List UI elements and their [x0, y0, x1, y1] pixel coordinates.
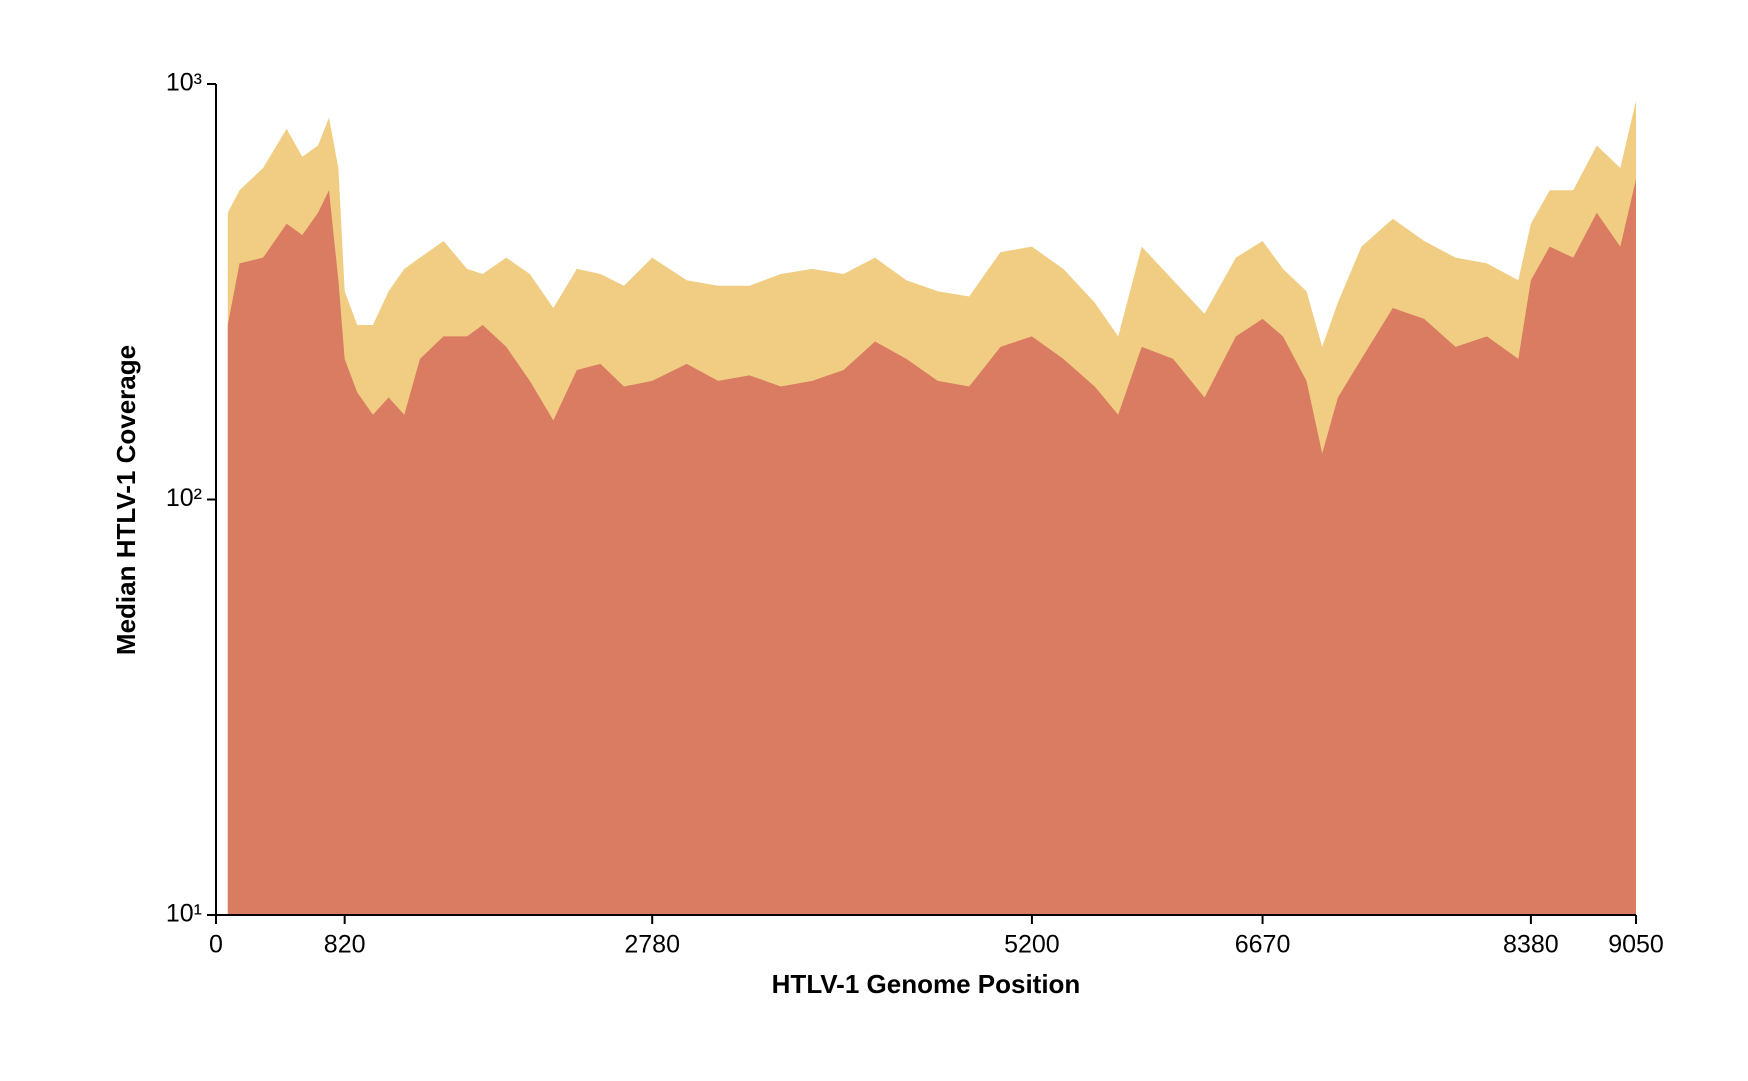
y-axis-label: Median HTLV-1 Coverage — [111, 345, 141, 655]
x-tick-label: 2780 — [624, 931, 680, 959]
x-tick-label: 820 — [324, 931, 366, 959]
x-tick-label: 9050 — [1608, 931, 1664, 959]
x-tick-label: 8380 — [1503, 931, 1559, 959]
x-tick-label: 6670 — [1235, 931, 1291, 959]
area — [227, 179, 1637, 915]
x-tick-label: 5200 — [1004, 931, 1060, 959]
y-tick-label: 10³ — [166, 69, 202, 97]
y-tick-label: 10¹ — [166, 900, 202, 928]
y-tick-label: 10² — [166, 484, 202, 512]
x-tick-label: 0 — [209, 931, 223, 959]
x-axis-label: HTLV-1 Genome Position — [772, 969, 1081, 999]
